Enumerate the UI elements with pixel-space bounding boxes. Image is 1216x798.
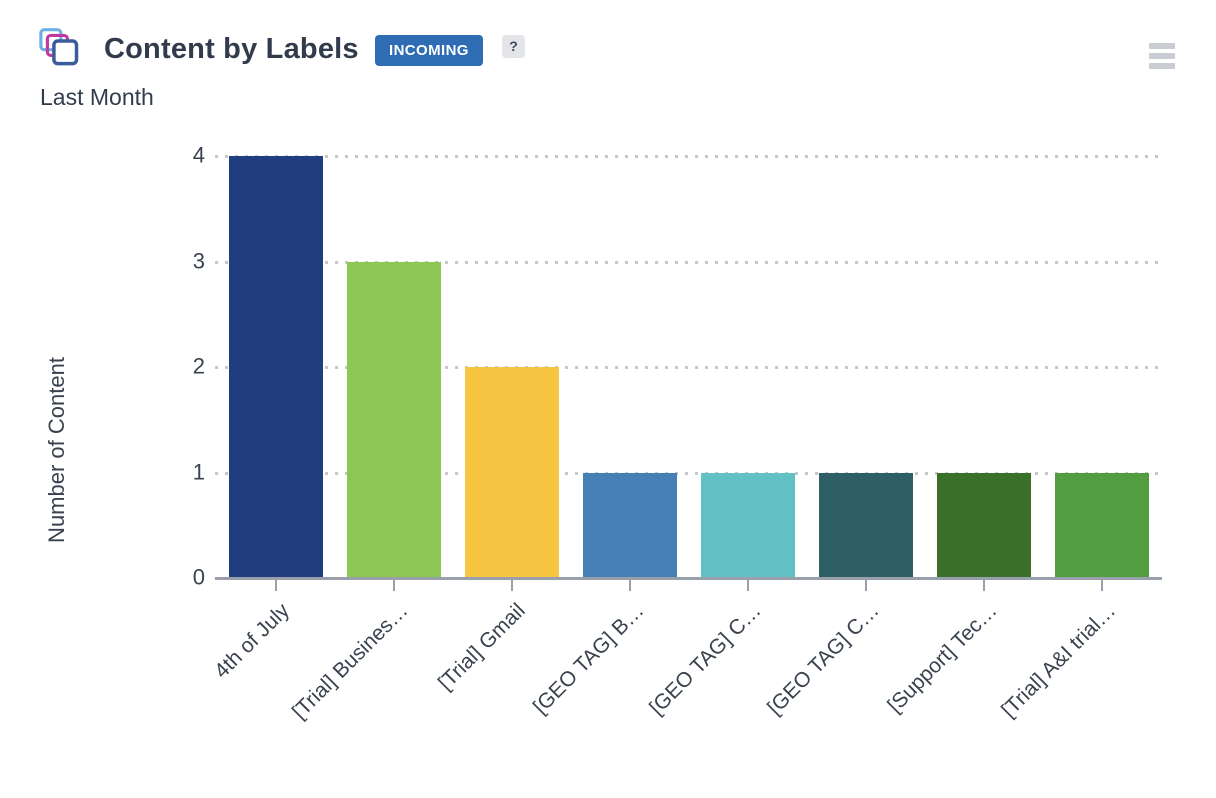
x-axis-category-label: [Trial] A&I trial… xyxy=(996,599,1120,722)
x-axis-tick-mark xyxy=(746,580,749,591)
gridline xyxy=(215,260,1162,264)
gridline xyxy=(215,155,1162,158)
content-stack-icon xyxy=(38,28,82,68)
bar[interactable] xyxy=(582,472,677,578)
gridline xyxy=(215,366,1162,369)
bar[interactable] xyxy=(700,472,795,578)
x-axis-category-label: [Support] Tec… xyxy=(883,599,1002,718)
incoming-badge: INCOMING xyxy=(375,35,483,66)
x-axis-tick-mark xyxy=(628,580,631,591)
x-axis-category-label: [GEO TAG] C… xyxy=(763,599,884,720)
y-axis-tick-label: 1 xyxy=(192,458,205,484)
y-axis-tick-label: 2 xyxy=(192,353,205,379)
x-axis-tick-mark xyxy=(982,580,985,591)
x-axis-line xyxy=(215,577,1162,580)
bar[interactable] xyxy=(1054,472,1149,578)
widget-title: Content by Labels xyxy=(104,33,359,65)
x-axis-category-label: [Trial] Gmail xyxy=(434,599,531,695)
x-axis-tick-mark xyxy=(392,580,395,591)
y-axis-tick-label: 0 xyxy=(192,564,205,590)
gridline xyxy=(215,471,1162,475)
x-axis-tick-mark xyxy=(510,580,513,591)
bar[interactable] xyxy=(346,261,441,578)
help-button[interactable]: ? xyxy=(502,35,525,58)
bar[interactable] xyxy=(464,367,559,578)
x-axis-category-label: [GEO TAG] C… xyxy=(645,599,766,720)
y-axis-title: Number of Content xyxy=(44,357,69,543)
y-axis-tick-label: 3 xyxy=(192,247,205,273)
bar[interactable] xyxy=(818,472,913,578)
chart-subtitle: Last Month xyxy=(40,84,154,110)
bar[interactable] xyxy=(229,156,323,578)
x-axis-category-label: [GEO TAG] B… xyxy=(528,599,649,719)
x-axis-tick-mark xyxy=(275,580,277,591)
x-axis-category-label: [Trial] Busines… xyxy=(287,599,413,724)
x-axis-category-label: 4th of July xyxy=(210,599,295,683)
x-axis-tick-mark xyxy=(864,580,867,591)
bar[interactable] xyxy=(936,472,1031,578)
x-axis-tick-mark xyxy=(1100,580,1103,591)
y-axis-tick-label: 4 xyxy=(192,142,205,168)
hamburger-menu-icon[interactable] xyxy=(1149,43,1175,73)
